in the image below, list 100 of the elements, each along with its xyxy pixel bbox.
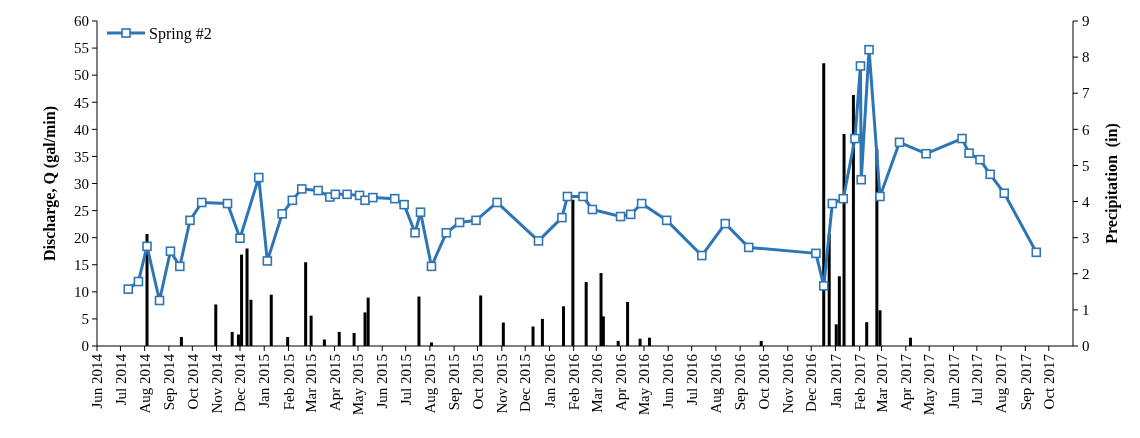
x-tick-label: Nov 2015 (494, 354, 511, 414)
point (360, 195, 370, 206)
y2-tick-label: 4 (1082, 193, 1090, 210)
x-tick-label: Jul 2016 (683, 353, 700, 406)
x-tick-label: Feb 2017 (851, 353, 868, 411)
y-tick-label: 60 (74, 13, 89, 30)
point (342, 189, 352, 200)
point (587, 204, 598, 215)
x-tick-label: Jan 2015 (256, 354, 273, 408)
point (154, 295, 165, 306)
point (185, 215, 195, 226)
y2-tick-label: 6 (1082, 121, 1090, 138)
x-tick-label: Oct 2014 (184, 353, 201, 410)
y-tick-label: 40 (74, 121, 89, 138)
y2-tick-label: 8 (1082, 49, 1090, 66)
y2-tick-label: 9 (1082, 13, 1090, 30)
point (921, 148, 931, 159)
point (827, 198, 838, 209)
x-tick-label: Aug 2014 (136, 353, 153, 414)
point (313, 185, 323, 196)
point (368, 192, 378, 203)
x-tick-label: May 2016 (636, 353, 653, 416)
y-tick-label: 20 (74, 229, 89, 246)
x-tick-label: Dec 2016 (803, 353, 820, 412)
point (856, 174, 867, 185)
y-tick-label: 25 (74, 202, 89, 219)
point (133, 276, 144, 287)
point (838, 193, 849, 204)
point (175, 261, 185, 272)
x-tick-label: Apr 2015 (326, 354, 343, 412)
point (415, 207, 426, 218)
x-tick-label: Nov 2016 (780, 353, 797, 414)
x-tick-label: Oct 2015 (469, 354, 486, 410)
x-tick-label: Jun 2016 (660, 353, 677, 409)
x-tick-label: Sep 2015 (446, 354, 463, 411)
point (454, 217, 465, 228)
point (441, 227, 452, 238)
x-tick-label: Jul 2017 (969, 353, 986, 406)
point (964, 148, 974, 158)
y2-tick-label: 2 (1082, 266, 1090, 283)
y2-tick-label: 1 (1082, 302, 1090, 319)
x-tick-label: Jul 2015 (397, 354, 414, 406)
x-tick-label: May 2015 (350, 354, 367, 416)
x-tick-label: Sep 2017 (1017, 353, 1034, 411)
point (277, 209, 287, 219)
point (999, 188, 1010, 199)
x-tick-label: Sep 2016 (732, 353, 749, 411)
point (894, 137, 905, 148)
x-tick-label: Dec 2015 (517, 354, 534, 412)
point (296, 184, 307, 194)
point (123, 284, 134, 294)
point (720, 218, 731, 229)
x-tick-label: Jun 2015 (374, 354, 391, 409)
point (818, 281, 829, 291)
point (855, 61, 866, 71)
x-tick-label: Aug 2015 (422, 354, 439, 414)
point (389, 193, 400, 204)
point (985, 169, 995, 180)
x-tick-label: Jun 2017 (945, 353, 962, 409)
point (957, 133, 967, 144)
point (875, 191, 885, 202)
x-tick-label: Dec 2014 (232, 353, 249, 412)
x-tick-label: Aug 2017 (993, 353, 1010, 414)
point (975, 154, 985, 165)
x-tick-label: Mar 2016 (588, 353, 605, 413)
point (743, 242, 754, 253)
point (253, 172, 264, 183)
point (661, 215, 672, 226)
y-tick-label: 5 (81, 311, 89, 328)
point (557, 212, 567, 223)
x-tick-label: Apr 2017 (898, 353, 915, 412)
x-tick-label: Jun 2014 (89, 353, 106, 409)
y-tick-label: 30 (74, 175, 89, 192)
point (287, 195, 298, 206)
point (615, 211, 626, 222)
point (625, 209, 636, 220)
point (811, 248, 821, 259)
point (330, 189, 341, 200)
point (850, 133, 860, 144)
x-tick-label: Jul 2014 (112, 353, 129, 406)
y2-tick-label: 0 (1082, 338, 1090, 355)
point (1031, 247, 1042, 258)
x-tick-label: Sep 2014 (161, 353, 178, 411)
legend-label: Spring #2 (149, 24, 212, 43)
y2-tick-label: 3 (1082, 229, 1090, 246)
x-tick-label: Oct 2017 (1041, 353, 1058, 410)
x-tick-label: Feb 2015 (280, 354, 297, 411)
point (262, 256, 273, 266)
point (578, 191, 588, 202)
point (235, 233, 245, 244)
x-tick-label: Mar 2015 (302, 354, 319, 413)
point (697, 250, 707, 261)
point (471, 215, 481, 226)
y-tick-label: 55 (74, 40, 89, 57)
x-tick-label: Jan 2017 (827, 353, 844, 408)
point (426, 261, 437, 272)
point (196, 197, 207, 208)
y2-axis-title: Precipitation (in) (1103, 123, 1121, 244)
point (562, 191, 573, 202)
y-tick-label: 10 (74, 284, 89, 301)
